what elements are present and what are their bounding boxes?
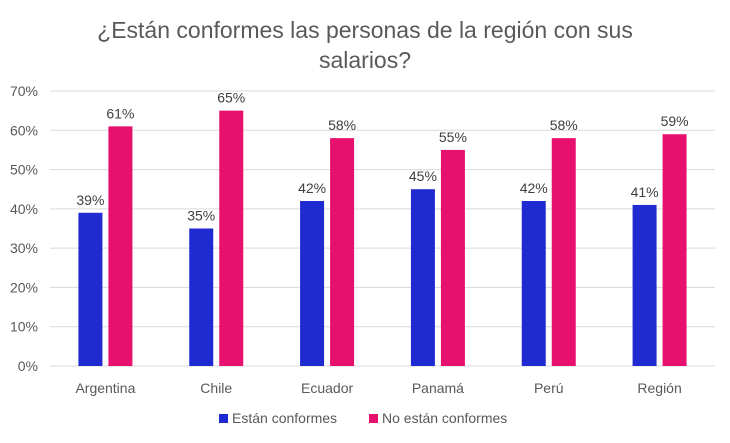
- y-tick-label: 70%: [10, 83, 38, 99]
- data-label-estan-conformes-peru: 42%: [520, 180, 548, 196]
- data-label-no-estan-conformes-argentina: 61%: [106, 105, 134, 121]
- bar-no-estan-conformes-ecuador: [330, 138, 355, 366]
- y-axis-ticks: 0% 10% 20% 30% 40% 50% 60% 70%: [10, 83, 38, 374]
- bar-estan-conformes-ecuador: [300, 201, 325, 366]
- bar-estan-conformes-peru: [521, 201, 546, 366]
- data-label-estan-conformes-argentina: 39%: [76, 192, 104, 208]
- x-category-label: Argentina: [75, 380, 135, 396]
- data-label-no-estan-conformes-panama: 55%: [439, 129, 467, 145]
- bar-no-estan-conformes-chile: [219, 110, 244, 367]
- data-label-estan-conformes-chile: 35%: [187, 208, 215, 224]
- bar-estan-conformes-panama: [410, 189, 435, 366]
- data-label-estan-conformes-region: 41%: [631, 184, 659, 200]
- chart-title-line-2: salarios?: [319, 47, 411, 73]
- x-category-label: Chile: [200, 380, 232, 396]
- y-tick-label: 50%: [10, 162, 38, 178]
- data-label-no-estan-conformes-ecuador: 58%: [328, 117, 356, 133]
- data-label-estan-conformes-ecuador: 42%: [298, 180, 326, 196]
- y-tick-label: 40%: [10, 201, 38, 217]
- x-category-label: Perú: [534, 380, 564, 396]
- y-tick-label: 0%: [18, 358, 38, 374]
- bars: [78, 110, 687, 367]
- bar-estan-conformes-region: [632, 204, 657, 366]
- bar-no-estan-conformes-panama: [440, 149, 465, 366]
- bar-no-estan-conformes-region: [662, 134, 687, 366]
- legend-swatch-no-estan-conformes: [369, 414, 378, 423]
- bar-estan-conformes-chile: [189, 228, 214, 366]
- legend-label-estan-conformes: Están conformes: [232, 410, 337, 426]
- data-label-no-estan-conformes-peru: 58%: [550, 117, 578, 133]
- bar-no-estan-conformes-peru: [551, 138, 576, 366]
- x-category-label: Ecuador: [301, 380, 353, 396]
- y-tick-label: 20%: [10, 279, 38, 295]
- bar-estan-conformes-argentina: [78, 212, 103, 366]
- legend: Están conformes No están conformes: [219, 410, 507, 426]
- x-category-label: Región: [637, 380, 681, 396]
- x-category-label: Panamá: [412, 380, 464, 396]
- legend-swatch-estan-conformes: [219, 414, 228, 423]
- y-tick-label: 30%: [10, 240, 38, 256]
- data-label-estan-conformes-panama: 45%: [409, 168, 437, 184]
- bar-no-estan-conformes-argentina: [108, 126, 133, 366]
- gridlines: [50, 90, 715, 367]
- y-tick-label: 60%: [10, 122, 38, 138]
- data-label-no-estan-conformes-region: 59%: [661, 113, 689, 129]
- legend-label-no-estan-conformes: No están conformes: [382, 410, 507, 426]
- data-labels: 39% 61% 35% 65% 42% 58% 45% 55% 42% 58% 41% 59%: [76, 90, 688, 224]
- y-tick-label: 10%: [10, 319, 38, 335]
- x-axis-categories: Argentina Chile Ecuador Panamá Perú Región: [75, 380, 681, 396]
- data-label-no-estan-conformes-chile: 65%: [217, 90, 245, 106]
- chart-title-line-1: ¿Están conformes las personas de la regi…: [97, 17, 633, 43]
